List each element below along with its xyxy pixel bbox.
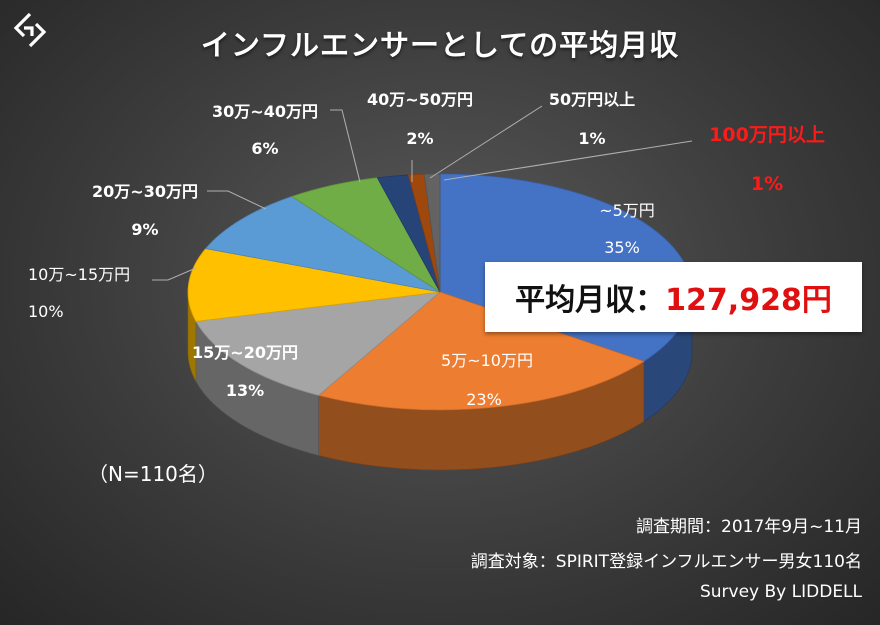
category-label-40万-50万円: 40万~50万円	[367, 90, 473, 109]
value-label-100万円以上: 1%	[751, 173, 783, 195]
diamond-arrow-logo-icon	[13, 12, 47, 48]
category-label--5万円: ~5万円	[599, 201, 655, 220]
leader-line-20万-30万円	[207, 190, 267, 210]
average-income-value: 127,928円	[665, 283, 832, 318]
category-label-20万-30万円: 20万~30万円	[92, 182, 198, 201]
leader-line-30万-40万円	[330, 109, 361, 183]
pie-labels: ~5万円 35% 5万~10万円 23% 15万~20万円 13% 10万~15万円 10% 2…	[28, 90, 825, 409]
survey-target: 調査対象：SPIRIT登録インフルエンサー男女110名	[470, 552, 862, 572]
category-label-10万-15万円: 10万~15万円	[28, 265, 130, 284]
average-income-label: 平均月収：	[515, 283, 666, 318]
value-label-50万円以上: 1%	[578, 129, 605, 148]
value-label-40万-50万円: 2%	[406, 129, 433, 148]
value-label-30万-40万円: 6%	[251, 139, 278, 158]
pie-slice-5万-10万円	[317, 291, 645, 411]
pie-slice-10万-15万円	[187, 248, 441, 322]
average-income-box: 平均月収： 127,928円	[485, 262, 862, 332]
survey-period: 調査期間：2017年9月~11月	[636, 517, 862, 537]
value-label-5万-10万円: 23%	[466, 390, 502, 409]
category-label-5万-10万円: 5万~10万円	[441, 351, 533, 370]
survey-credit: Survey By LIDDELL	[699, 582, 862, 602]
category-label-30万-40万円: 30万~40万円	[212, 102, 318, 121]
pie-slice-15万-20万円	[195, 291, 442, 396]
category-label-50万円以上: 50万円以上	[549, 90, 635, 109]
category-label-100万円以上: 100万円以上	[709, 124, 825, 146]
leader-line-10万-15万円	[152, 267, 197, 281]
value-label--5万円: 35%	[604, 238, 640, 257]
value-label-20万-30万円: 9%	[131, 220, 158, 239]
pie-slice-100万円以上	[423, 173, 441, 293]
sample-size-note: （N=110名）	[88, 462, 218, 486]
page-title: インフルエンサーとしての平均月収	[200, 28, 680, 62]
leader-line-100万円以上	[443, 140, 693, 181]
value-label-10万-15万円: 10%	[28, 302, 64, 321]
category-label-15万-20万円: 15万~20万円	[192, 343, 298, 362]
value-label-15万-20万円: 13%	[226, 381, 264, 400]
pie-top	[187, 173, 693, 411]
pie-slice-20万-30万円	[204, 196, 441, 293]
leader-line-50万円以上	[429, 105, 543, 179]
